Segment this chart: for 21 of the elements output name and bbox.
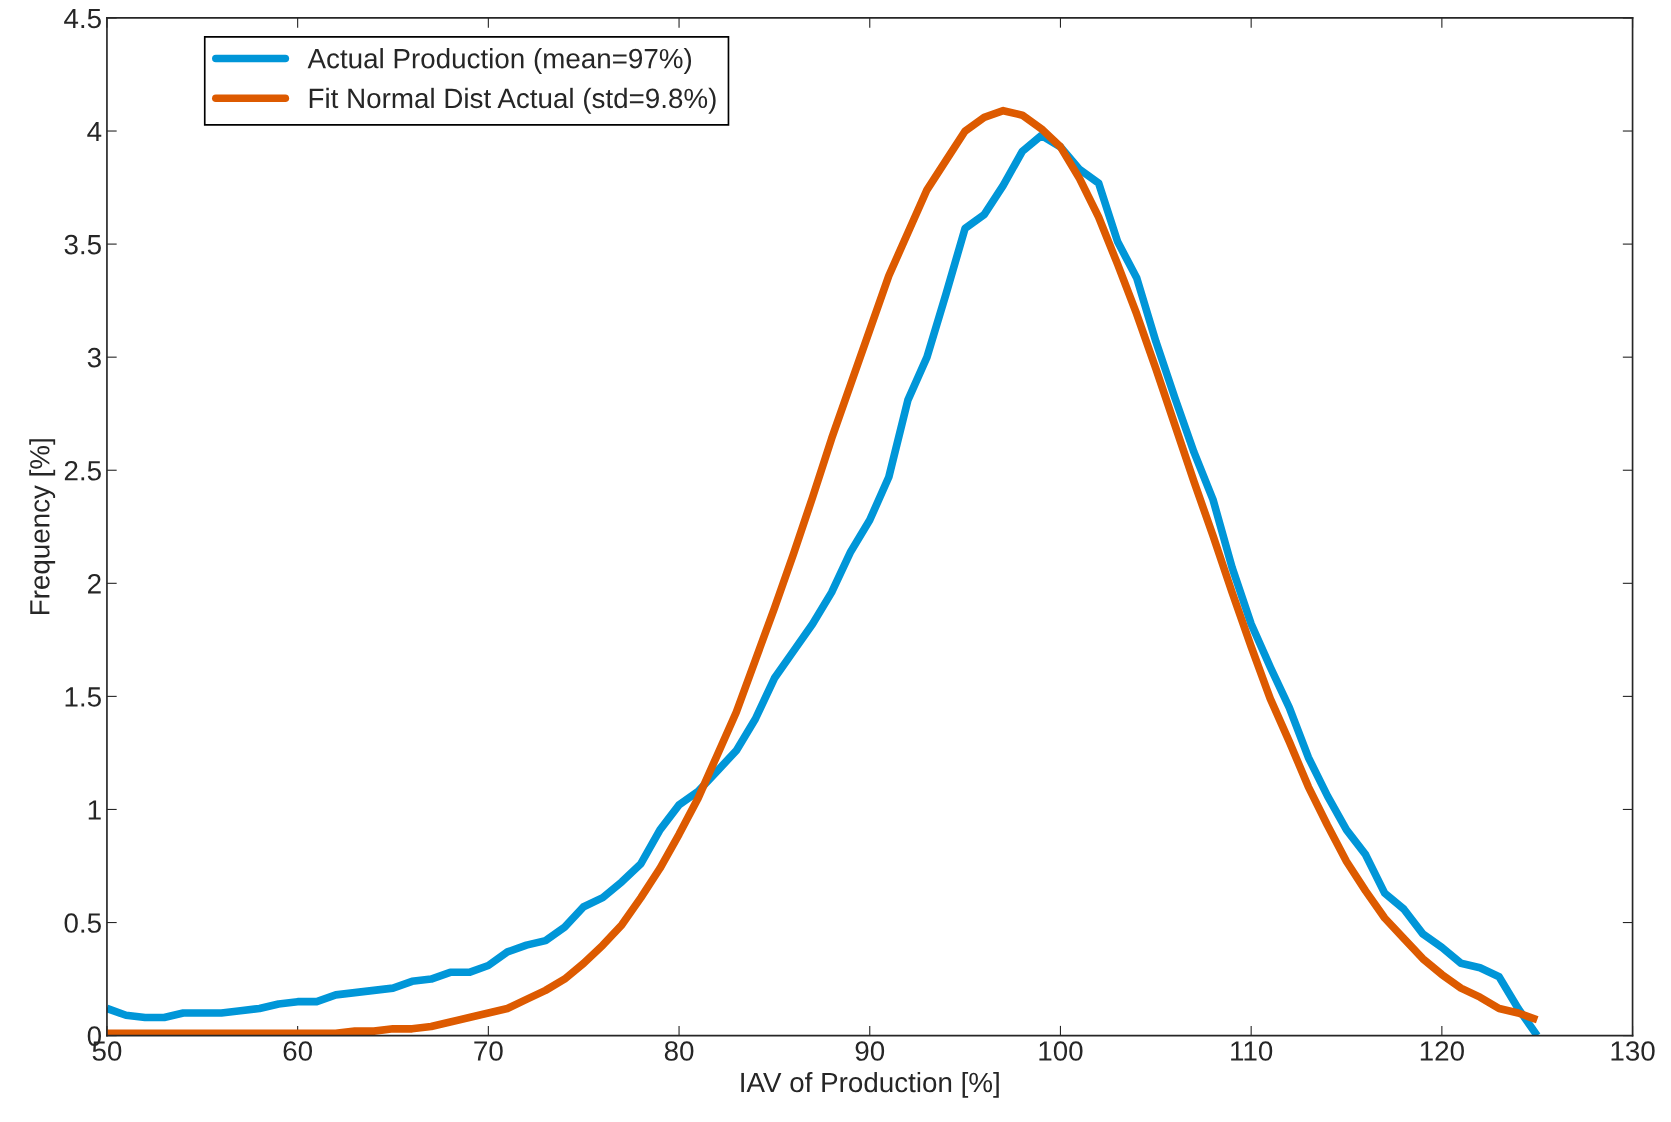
y-tick-label: 3.5	[64, 234, 101, 255]
x-tick-label: 70	[474, 1041, 503, 1061]
y-axis-title: Frequency [%]	[29, 439, 56, 615]
legend-label: Fit Normal Dist Actual (std=9.8%)	[309, 87, 716, 114]
y-tick-label: 2.5	[64, 460, 101, 481]
y-tick-label: 1	[88, 800, 101, 820]
x-axis-title: IAV of Production [%]	[741, 1071, 999, 1098]
y-tick-label: 1.5	[65, 687, 101, 707]
y-tick-label: 0.5	[64, 913, 101, 933]
x-tick-label: 80	[664, 1041, 694, 1061]
y-tick-label: 3	[87, 347, 101, 368]
x-tick-label: 110	[1231, 1041, 1273, 1061]
x-tick-label: 100	[1039, 1041, 1083, 1061]
x-tick-label: 130	[1611, 1041, 1655, 1061]
x-tick-label: 90	[855, 1041, 885, 1061]
y-tick-label: 4.5	[64, 8, 101, 29]
x-tick-label: 60	[283, 1041, 313, 1061]
legend-label: Actual Production (mean=97%)	[307, 48, 692, 74]
y-tick-label: 2	[88, 573, 101, 594]
x-tick-label: 120	[1420, 1041, 1464, 1061]
y-tick-label: 4	[87, 121, 102, 142]
